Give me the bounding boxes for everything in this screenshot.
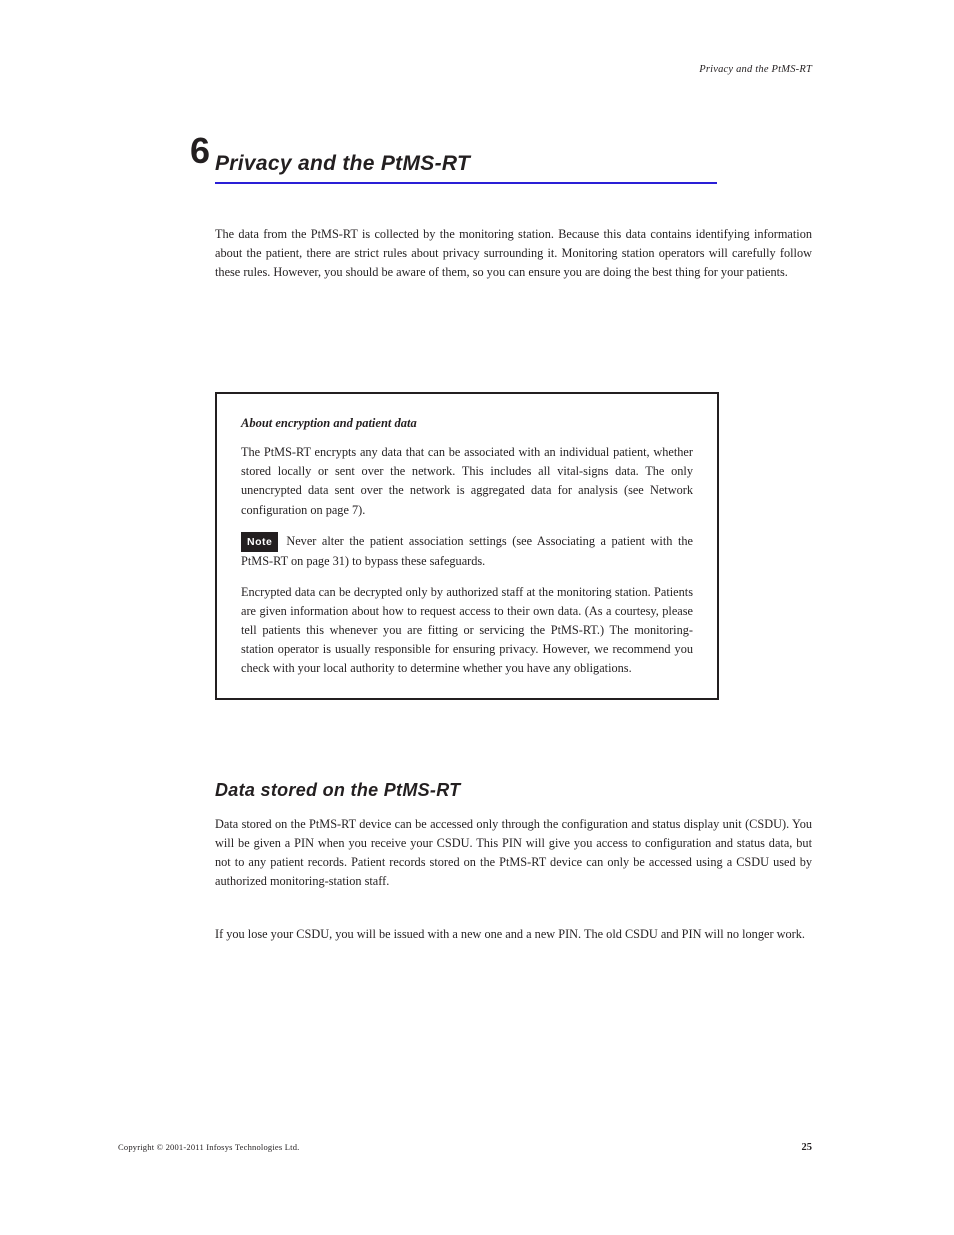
intro-paragraph: The data from the PtMS-RT is collected b…: [215, 225, 812, 282]
page: Privacy and the PtMS-RT 6 Privacy and th…: [0, 0, 954, 1235]
note-label: Note: [241, 532, 278, 552]
info-box: About encryption and patient data The Pt…: [215, 392, 719, 700]
title-rule: [215, 182, 717, 184]
body-paragraph-1: Data stored on the PtMS-RT device can be…: [215, 815, 812, 891]
body-paragraph-2: If you lose your CSDU, you will be issue…: [215, 925, 812, 944]
section-heading: Data stored on the PtMS-RT: [215, 780, 460, 801]
info-box-note-text: Never alter the patient association sett…: [241, 534, 693, 568]
info-box-note: NoteNever alter the patient association …: [241, 532, 693, 571]
info-box-para-3: Encrypted data can be decrypted only by …: [241, 583, 693, 678]
page-number: 25: [802, 1142, 813, 1153]
chapter-number: 6: [190, 130, 211, 172]
chapter-title: Privacy and the PtMS-RT: [215, 152, 470, 176]
copyright-line: Copyright © 2001-2011 Infosys Technologi…: [118, 1142, 299, 1152]
info-box-title: About encryption and patient data: [241, 414, 693, 433]
info-box-para-1: The PtMS-RT encrypts any data that can b…: [241, 443, 693, 519]
running-header: Privacy and the PtMS-RT: [699, 64, 812, 75]
